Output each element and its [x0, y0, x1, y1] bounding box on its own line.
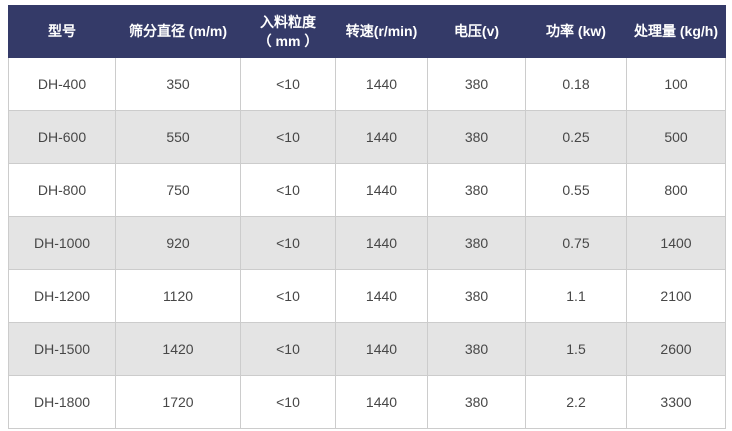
table-row: DH-800 750 <10 1440 380 0.55 800	[8, 163, 726, 217]
table-cell: 1.1	[525, 269, 627, 323]
table-cell: 1.5	[525, 322, 627, 376]
model-cell: DH-1200	[8, 269, 116, 323]
table-cell: 0.25	[525, 110, 627, 164]
table-body: DH-400 350 <10 1440 380 0.18 100 DH-600 …	[8, 57, 726, 429]
model-cell: DH-800	[8, 163, 116, 217]
table-row: DH-1800 1720 <10 1440 380 2.2 3300	[8, 375, 726, 429]
model-cell: DH-600	[8, 110, 116, 164]
column-header-feed-size-line1: 入料粒度	[260, 13, 316, 30]
spec-table: 型号 筛分直径 (m/m) 入料粒度 （ mm ） 转速(r/min) 电压(v…	[8, 5, 726, 429]
table-cell: 0.55	[525, 163, 627, 217]
table-header-row: 型号 筛分直径 (m/m) 入料粒度 （ mm ） 转速(r/min) 电压(v…	[8, 5, 726, 58]
table-cell: 0.75	[525, 216, 627, 270]
table-cell: 2600	[626, 322, 726, 376]
table-cell: 380	[427, 375, 526, 429]
column-header-feed-size: 入料粒度 （ mm ）	[240, 5, 336, 58]
table-row: DH-1200 1120 <10 1440 380 1.1 2100	[8, 269, 726, 323]
table-cell: 3300	[626, 375, 726, 429]
table-cell: 0.18	[525, 57, 627, 111]
column-header-speed: 转速(r/min)	[335, 5, 428, 58]
table-cell: 380	[427, 110, 526, 164]
table-cell: 1440	[335, 269, 428, 323]
column-header-capacity: 处理量 (kg/h)	[626, 5, 726, 58]
table-cell: <10	[240, 110, 336, 164]
table-row: DH-400 350 <10 1440 380 0.18 100	[8, 57, 726, 111]
column-header-feed-size-line2: （ mm ）	[257, 32, 319, 49]
model-cell: DH-1000	[8, 216, 116, 270]
table-row: DH-1500 1420 <10 1440 380 1.5 2600	[8, 322, 726, 376]
model-cell: DH-1800	[8, 375, 116, 429]
column-header-screen-diameter: 筛分直径 (m/m)	[115, 5, 241, 58]
table-cell: 500	[626, 110, 726, 164]
table-cell: <10	[240, 269, 336, 323]
table-cell: 380	[427, 322, 526, 376]
table-cell: 2100	[626, 269, 726, 323]
table-header: 型号 筛分直径 (m/m) 入料粒度 （ mm ） 转速(r/min) 电压(v…	[8, 5, 726, 58]
table-cell: <10	[240, 163, 336, 217]
column-header-power: 功率 (kw)	[525, 5, 627, 58]
table-cell: 1440	[335, 322, 428, 376]
table-cell: 380	[427, 57, 526, 111]
table-cell: <10	[240, 57, 336, 111]
table-cell: 1720	[115, 375, 241, 429]
table-cell: 100	[626, 57, 726, 111]
table-cell: <10	[240, 375, 336, 429]
table-cell: 1400	[626, 216, 726, 270]
table-cell: 800	[626, 163, 726, 217]
table-cell: <10	[240, 216, 336, 270]
table-cell: 1120	[115, 269, 241, 323]
table-cell: <10	[240, 322, 336, 376]
table-cell: 550	[115, 110, 241, 164]
table-cell: 380	[427, 216, 526, 270]
column-header-model: 型号	[8, 5, 116, 58]
table-cell: 1420	[115, 322, 241, 376]
table-cell: 1440	[335, 110, 428, 164]
model-cell: DH-400	[8, 57, 116, 111]
table-cell: 380	[427, 163, 526, 217]
table-cell: 350	[115, 57, 241, 111]
table-row: DH-600 550 <10 1440 380 0.25 500	[8, 110, 726, 164]
table-cell: 380	[427, 269, 526, 323]
table-cell: 750	[115, 163, 241, 217]
table-cell: 1440	[335, 375, 428, 429]
table-cell: 920	[115, 216, 241, 270]
model-cell: DH-1500	[8, 322, 116, 376]
table-cell: 1440	[335, 57, 428, 111]
table-cell: 1440	[335, 216, 428, 270]
table-row: DH-1000 920 <10 1440 380 0.75 1400	[8, 216, 726, 270]
table-cell: 2.2	[525, 375, 627, 429]
table-cell: 1440	[335, 163, 428, 217]
column-header-voltage: 电压(v)	[427, 5, 526, 58]
